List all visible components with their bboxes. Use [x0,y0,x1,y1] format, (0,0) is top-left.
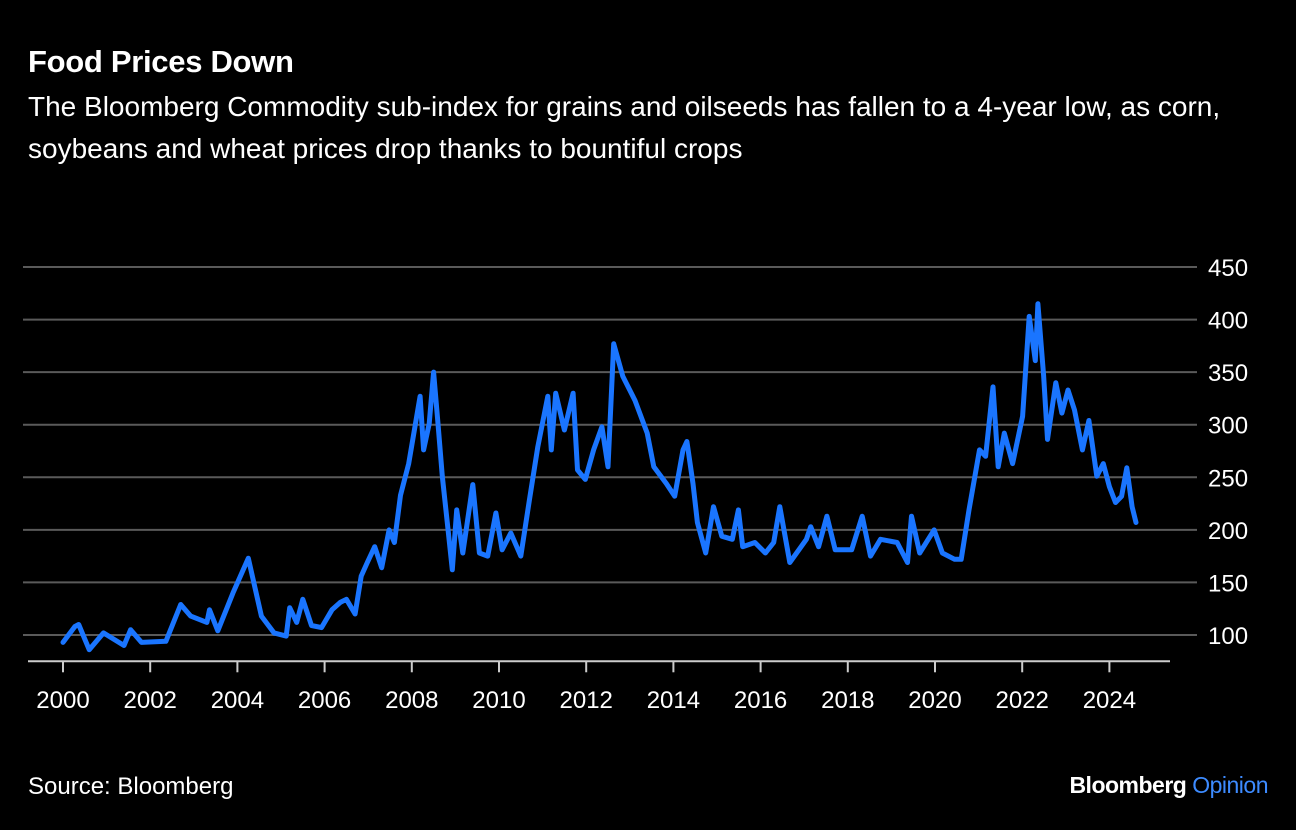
y-tick-label-450: 450 [1208,255,1248,282]
x-tick-label-2024: 2024 [1083,687,1136,714]
chart-title: Food Prices Down [28,44,294,79]
x-axis-ticks [62,661,1111,673]
x-tick-label-2018: 2018 [821,687,874,714]
x-axis-labels: 2000 2002 2004 2006 2008 2010 2012 2014 2016 2018… [36,687,1136,714]
y-tick-label-400: 400 [1208,308,1248,335]
logo-brand: Bloomberg [1069,772,1187,798]
y-tick-label-100: 100 [1208,623,1248,650]
y-tick-label-250: 250 [1208,465,1248,492]
series-line [60,301,1139,653]
x-tick-label-2010: 2010 [472,687,525,714]
x-tick-label-2002: 2002 [124,687,177,714]
y-axis-labels: 100 150 200 250 300 350 400 450 [1208,255,1248,650]
x-tick-label-2022: 2022 [996,687,1049,714]
y-tick-label-150: 150 [1208,570,1248,597]
x-tick-label-2008: 2008 [385,687,438,714]
x-tick-label-2020: 2020 [908,687,961,714]
y-tick-label-300: 300 [1208,413,1248,440]
x-tick-label-2000: 2000 [36,687,89,714]
y-tick-label-200: 200 [1208,518,1248,545]
x-tick-label-2006: 2006 [298,687,351,714]
x-tick-label-2016: 2016 [734,687,787,714]
chart-subtitle: The Bloomberg Commodity sub-index for gr… [28,91,1221,164]
x-tick-label-2004: 2004 [211,687,264,714]
source-note: Source: Bloomberg [28,773,234,800]
logo-product: Opinion [1192,772,1268,798]
y-tick-label-350: 350 [1208,360,1248,387]
bloomberg-opinion-logo: Bloomberg Opinion [1069,772,1268,799]
x-tick-label-2012: 2012 [560,687,613,714]
x-tick-label-2014: 2014 [647,687,700,714]
